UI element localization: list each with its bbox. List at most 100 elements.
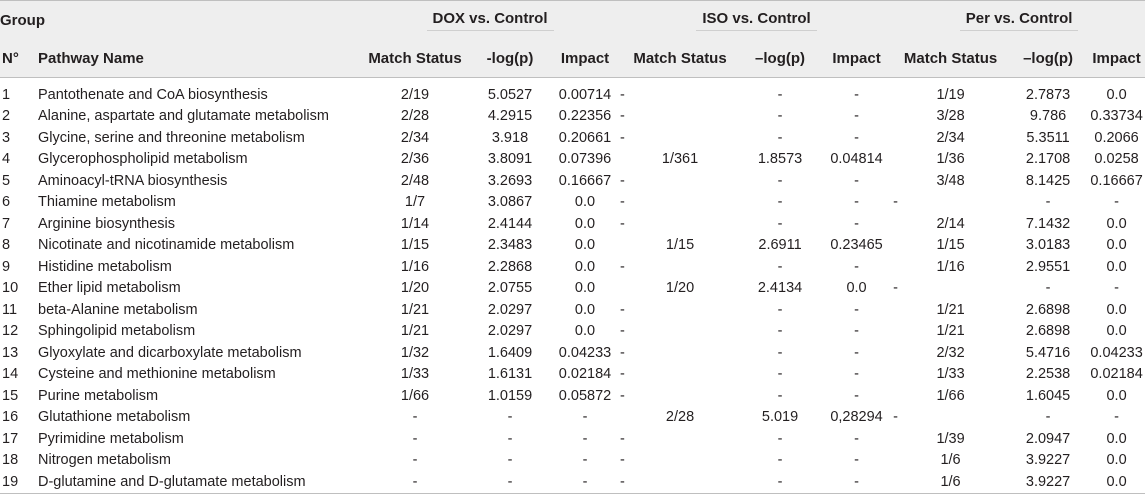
col-header-per-impact: Impact bbox=[1088, 39, 1145, 78]
iso-match-status: - bbox=[620, 344, 625, 361]
per-neg-log-p: 2.2538 bbox=[1025, 366, 1071, 383]
per-impact: - bbox=[1114, 280, 1119, 297]
table-row: 5 Aminoacyl-tRNA biosynthesis 2/48 3.2693 0.… bbox=[0, 170, 1145, 192]
dox-match-status: 1/14 bbox=[400, 215, 430, 232]
per-neg-log-p: 2.6898 bbox=[1025, 301, 1071, 318]
iso-neg-log-p: - bbox=[777, 108, 783, 125]
per-match-status: 1/6 bbox=[893, 471, 1009, 494]
row-number: 3 bbox=[2, 129, 11, 146]
per-impact: - bbox=[1114, 194, 1119, 211]
dox-neg-log-p: 3.918 bbox=[491, 129, 529, 146]
group-title-per: Per vs. Control bbox=[893, 0, 1145, 39]
per-impact: 0.0 bbox=[1106, 430, 1127, 447]
per-neg-log-p: 2.6898 bbox=[1025, 323, 1071, 340]
per-impact: 0.33734 bbox=[1090, 108, 1143, 125]
iso-neg-log-p: - bbox=[777, 366, 783, 383]
pathway-name: Glycine, serine and threonine metabolism bbox=[38, 129, 305, 146]
table-row: 8 Nicotinate and nicotinamide metabolism 1… bbox=[0, 235, 1145, 257]
iso-match-status: - bbox=[620, 129, 625, 146]
iso-impact: - bbox=[854, 323, 859, 340]
group-title-iso: ISO vs. Control bbox=[620, 0, 894, 39]
per-neg-log-p: 2.9551 bbox=[1025, 258, 1071, 275]
per-match-status: 1/66 bbox=[936, 387, 965, 404]
row-number: 7 bbox=[2, 215, 11, 232]
col-header-n: N° bbox=[0, 39, 38, 78]
col-header-per-logp: –log(p) bbox=[1008, 39, 1089, 78]
iso-impact: - bbox=[854, 430, 859, 447]
pathway-name: Nicotinate and nicotinamide metabolism bbox=[38, 237, 295, 254]
dox-impact: 0.0 bbox=[574, 323, 596, 340]
dox-neg-log-p: 5.0527 bbox=[487, 86, 533, 103]
per-impact: 0.0 bbox=[1106, 301, 1127, 318]
per-impact: 0.02184 bbox=[1090, 366, 1143, 383]
dox-impact: 0.20661 bbox=[558, 129, 612, 146]
dox-impact: - bbox=[582, 409, 588, 426]
table-row: 16 Glutathione metabolism - - - 2/28 5.019 0,28… bbox=[0, 407, 1145, 429]
dox-match-status: 1/21 bbox=[400, 323, 430, 340]
iso-impact: - bbox=[854, 108, 859, 125]
per-neg-log-p: 3.0183 bbox=[1025, 237, 1071, 254]
row-number: 12 bbox=[2, 323, 19, 340]
pathway-name: Cysteine and methionine metabolism bbox=[38, 366, 276, 383]
dox-match-status: - bbox=[360, 471, 470, 494]
iso-match-status: - bbox=[620, 86, 625, 103]
dox-impact: 0.02184 bbox=[558, 366, 612, 383]
col-header-dox-logp: -log(p) bbox=[470, 39, 550, 78]
dox-neg-log-p: 1.0159 bbox=[487, 387, 533, 404]
dox-neg-log-p: - bbox=[507, 409, 513, 426]
iso-impact: 0,28294 bbox=[830, 409, 883, 426]
dox-neg-log-p: 3.2693 bbox=[487, 172, 533, 189]
iso-match-status: - bbox=[620, 471, 741, 494]
iso-match-status: 1/15 bbox=[665, 237, 695, 254]
dox-neg-log-p: - bbox=[507, 452, 513, 469]
col-header-dox-impact: Impact bbox=[550, 39, 621, 78]
per-neg-log-p: - bbox=[1045, 409, 1051, 426]
per-impact: 0.0 bbox=[1106, 387, 1127, 404]
iso-impact: - bbox=[854, 215, 859, 232]
iso-neg-log-p: - bbox=[777, 86, 783, 103]
row-number: 10 bbox=[2, 280, 19, 297]
iso-neg-log-p: - bbox=[777, 430, 783, 447]
dox-match-status: 2/34 bbox=[400, 129, 430, 146]
iso-match-status: - bbox=[620, 301, 625, 318]
per-impact: 0.0 bbox=[1106, 237, 1127, 254]
dox-match-status: 1/33 bbox=[400, 366, 430, 383]
per-impact: 0.2066 bbox=[1094, 129, 1139, 146]
iso-impact: - bbox=[854, 452, 859, 469]
iso-match-status: - bbox=[620, 108, 625, 125]
dox-impact: 0.0 bbox=[574, 194, 596, 211]
dox-neg-log-p: 3.8091 bbox=[487, 151, 533, 168]
col-header-iso-match: Match Status bbox=[620, 39, 741, 78]
row-number: 13 bbox=[2, 344, 19, 361]
dox-neg-log-p: 2.0297 bbox=[487, 301, 533, 318]
iso-impact: - bbox=[854, 387, 859, 404]
table-row: 4 Glycerophospholipid metabolism 2/36 3.809… bbox=[0, 149, 1145, 171]
per-neg-log-p: 5.3511 bbox=[1026, 129, 1070, 146]
row-number: 17 bbox=[2, 430, 19, 447]
per-match-status: 1/16 bbox=[936, 258, 965, 275]
iso-match-status: 1/361 bbox=[661, 151, 699, 168]
dox-neg-log-p: - bbox=[470, 471, 550, 494]
iso-impact: - bbox=[854, 344, 859, 361]
iso-impact: 0.23465 bbox=[830, 237, 883, 254]
dox-neg-log-p: 4.2915 bbox=[487, 108, 533, 125]
dox-match-status: 1/20 bbox=[400, 280, 430, 297]
dox-impact: - bbox=[582, 452, 588, 469]
pathway-name: Ether lipid metabolism bbox=[38, 280, 181, 297]
row-number: 15 bbox=[2, 387, 19, 404]
per-match-status: 3/48 bbox=[936, 172, 965, 189]
per-match-status: 1/19 bbox=[936, 86, 965, 103]
table-row: 7 Arginine biosynthesis 1/14 2.4144 0.0 - - - 2/… bbox=[0, 213, 1145, 235]
per-impact: 0.0 bbox=[1106, 452, 1127, 469]
table-row: 15 Purine metabolism 1/66 1.0159 0.05872- - -1… bbox=[0, 385, 1145, 407]
iso-neg-log-p: - bbox=[740, 471, 821, 494]
table-row: 9 Histidine metabolism 1/16 2.2868 0.0 - - - 1/1… bbox=[0, 256, 1145, 278]
iso-match-status: 2/28 bbox=[665, 409, 695, 426]
table-row: 3 Glycine, serine and threonine metabolis… bbox=[0, 127, 1145, 149]
per-neg-log-p: 9.786 bbox=[1029, 108, 1067, 125]
dox-impact: - bbox=[582, 430, 588, 447]
table-row: 17 Pyrimidine metabolism - - - - - - 1/39 2.0947 0… bbox=[0, 428, 1145, 450]
dox-neg-log-p: 3.0867 bbox=[487, 194, 533, 211]
table-body: 1 Pantothenate and CoA biosynthesis 2/19 5.… bbox=[0, 78, 1145, 494]
per-neg-log-p: 2.7873 bbox=[1025, 86, 1071, 103]
